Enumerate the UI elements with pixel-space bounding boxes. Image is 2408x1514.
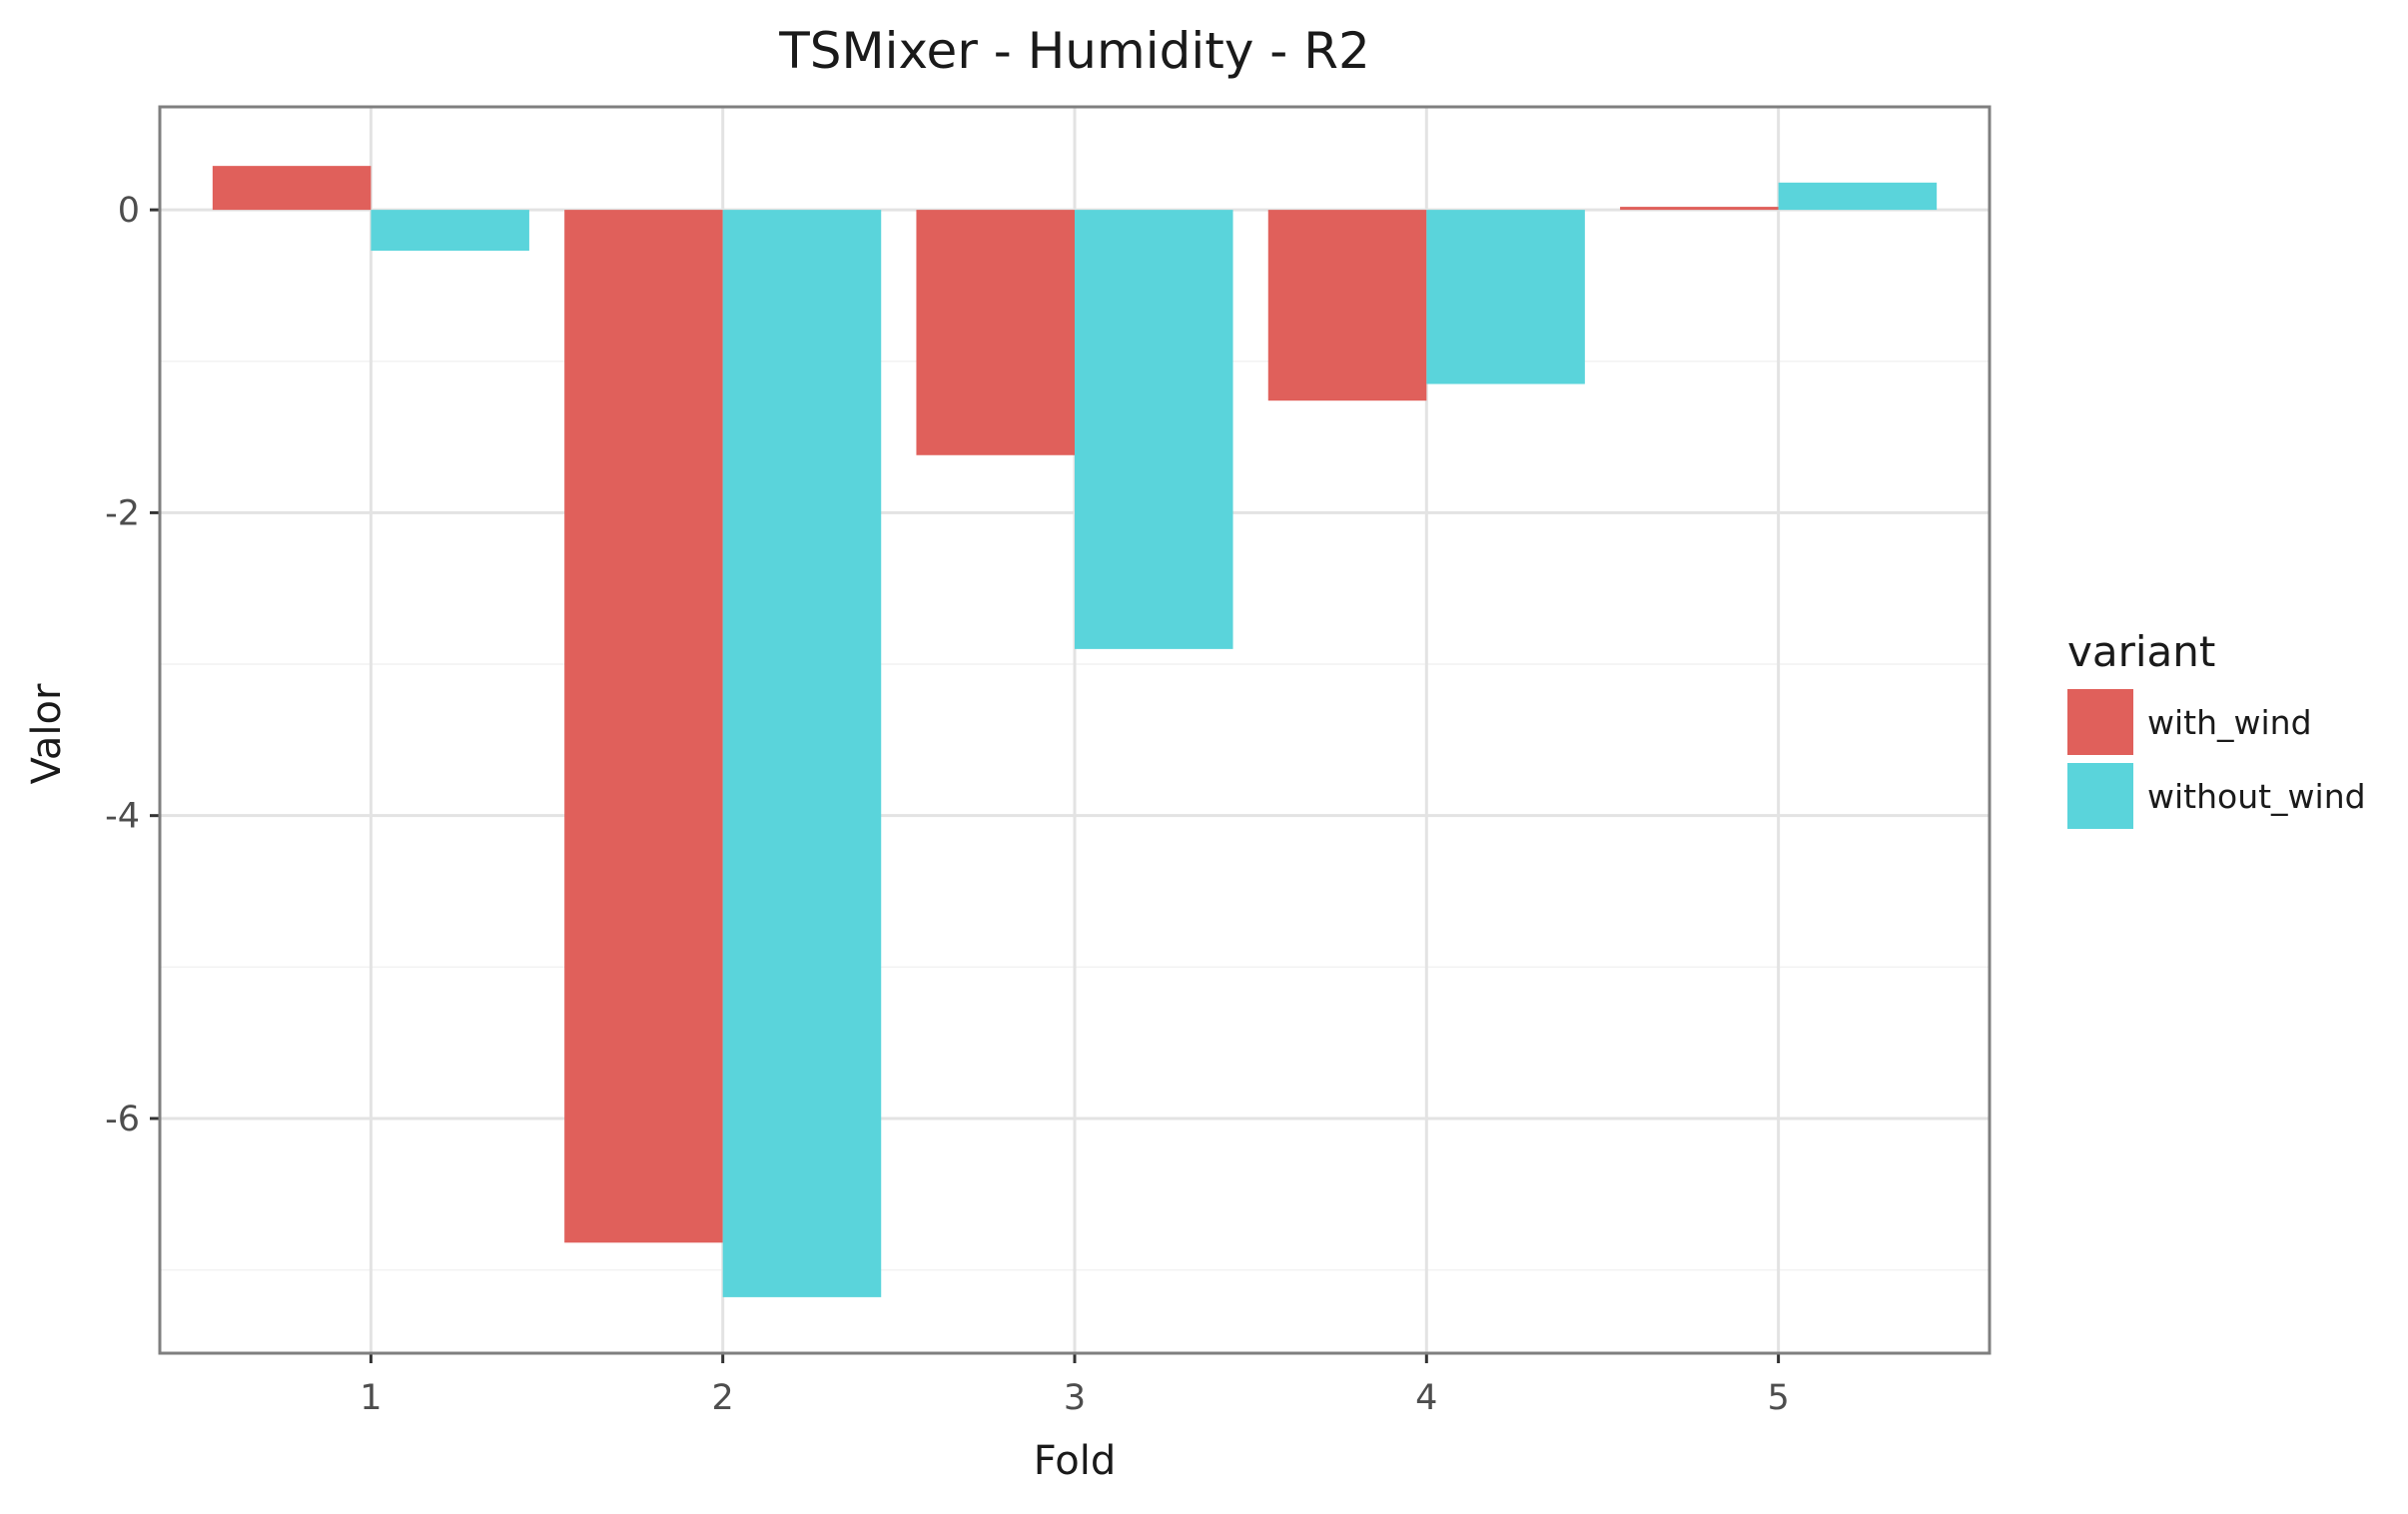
x-tick-label: 4 [1415,1378,1437,1418]
x-tick-label: 3 [1064,1378,1086,1418]
bar-without_wind-fold-3 [1075,210,1233,649]
legend: variant with_wind without_wind [2067,627,2366,829]
bar-with_wind-fold-2 [564,210,723,1243]
x-tick-label: 2 [712,1378,734,1418]
bar-without_wind-fold-1 [371,210,529,252]
chart-title: TSMixer - Humidity - R2 [778,22,1370,80]
y-tick-label: -6 [105,1100,140,1139]
bar-with_wind-fold-4 [1267,210,1427,401]
legend-key-with_wind [2067,689,2133,755]
x-tick-label: 5 [1767,1378,1789,1418]
y-tick-label: 0 [118,191,140,231]
bar-without_wind-fold-4 [1426,210,1585,384]
bar-without_wind-fold-2 [722,210,882,1297]
bar-without_wind-fold-5 [1778,182,1938,211]
bar-with_wind-fold-1 [212,166,372,211]
legend-label-with_wind: with_wind [2147,703,2312,742]
y-tick-label: -4 [105,797,140,837]
x-tick-label: 1 [360,1378,382,1418]
panel-border [158,105,1992,1355]
y-axis-title: Valor [24,683,70,784]
plot-panel: 0 -2 -4 -6 1 2 3 4 5 [105,105,1992,1418]
legend-title: variant [2067,627,2215,676]
x-axis-title: Fold [1034,1438,1117,1484]
y-tick-label: -2 [105,493,140,533]
legend-label-without_wind: without_wind [2147,777,2366,816]
legend-key-without_wind [2067,763,2133,829]
bar-with_wind-fold-3 [916,210,1075,455]
bar-with_wind-fold-5 [1620,207,1779,211]
